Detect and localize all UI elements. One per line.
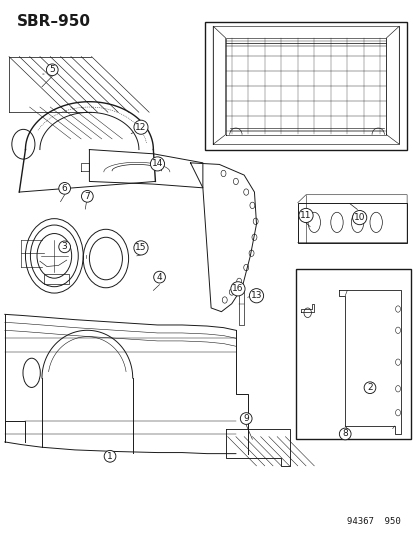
- Text: 14: 14: [152, 159, 163, 168]
- Text: 4: 4: [157, 273, 162, 281]
- Text: 94367  950: 94367 950: [347, 517, 400, 526]
- Text: 8: 8: [342, 430, 347, 439]
- Text: 12: 12: [135, 123, 146, 132]
- Text: 10: 10: [353, 213, 365, 222]
- Text: 11: 11: [299, 211, 311, 220]
- Text: 16: 16: [232, 284, 243, 293]
- Bar: [295, 269, 410, 439]
- Bar: [44, 274, 69, 284]
- Text: 7: 7: [84, 192, 90, 201]
- Bar: [204, 22, 406, 150]
- Bar: [297, 203, 406, 243]
- Text: 9: 9: [243, 414, 249, 423]
- Text: 15: 15: [135, 244, 146, 253]
- Text: 2: 2: [366, 383, 372, 392]
- Text: 1: 1: [107, 452, 113, 461]
- Text: 6: 6: [62, 184, 67, 193]
- Text: 5: 5: [49, 66, 55, 74]
- Text: 3: 3: [62, 243, 67, 252]
- Text: 13: 13: [250, 291, 261, 300]
- Text: SBR–950: SBR–950: [17, 14, 91, 29]
